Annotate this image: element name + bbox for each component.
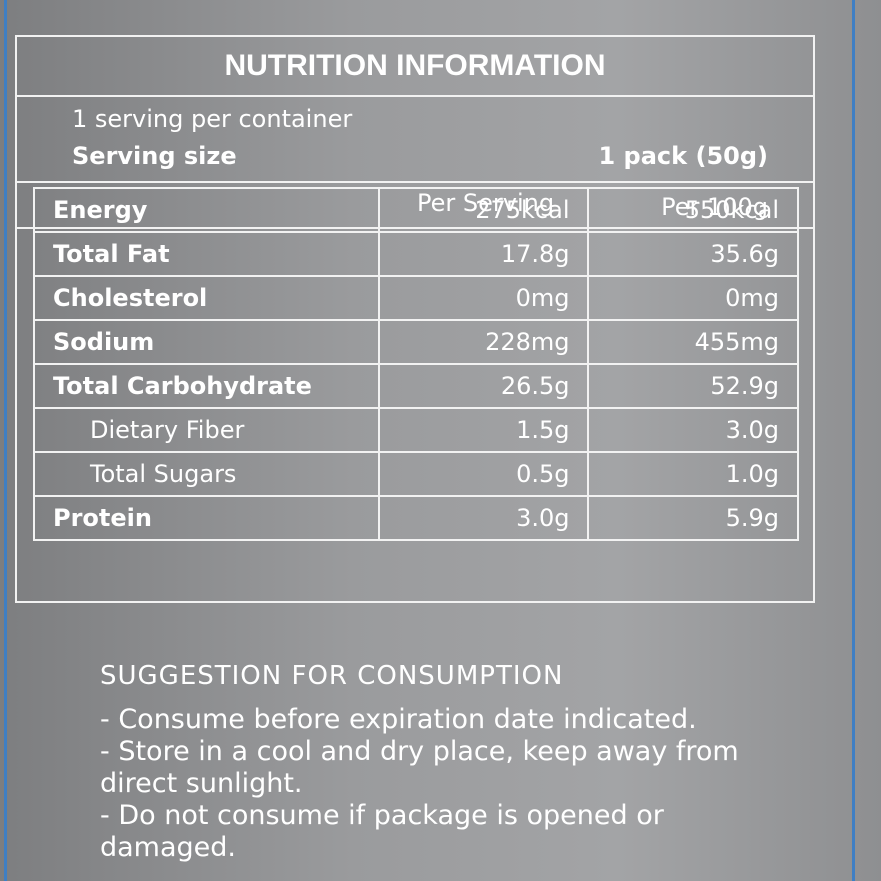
nutrient-value: 5.9g — [587, 495, 799, 541]
nutrient-row: Total Carbohydrate 26.5g 52.9g — [33, 363, 799, 409]
nutrient-name: Total Sugars — [33, 451, 380, 497]
serving-info: 1 serving per container Serving size 1 p… — [17, 97, 813, 183]
nutrient-row: Energy 275kcal 550kcal — [33, 187, 799, 233]
package-edge — [852, 0, 855, 881]
nutrient-value: 17.8g — [377, 231, 590, 277]
nutrient-value: 0mg — [377, 275, 590, 321]
servings-per-container: 1 serving per container — [72, 105, 353, 133]
serving-size-value: 1 pack (50g) — [598, 142, 769, 170]
nutrient-row: Total Sugars 0.5g 1.0g — [33, 451, 799, 497]
nutrient-row: Protein 3.0g 5.9g — [33, 495, 799, 541]
nutrient-value: 275kcal — [377, 187, 590, 233]
suggestion-line: - Store in a cool and dry place, keep aw… — [100, 736, 739, 799]
nutrient-row: Cholesterol 0mg 0mg — [33, 275, 799, 321]
suggestion-line: - Consume before expiration date indicat… — [100, 704, 697, 735]
nutrient-value: 35.6g — [587, 231, 799, 277]
suggestion-title: SUGGESTION FOR CONSUMPTION — [100, 661, 564, 691]
nutrient-row: Sodium 228mg 455mg — [33, 319, 799, 365]
nutrient-value: 455mg — [587, 319, 799, 365]
nutrient-value: 1.0g — [587, 451, 799, 497]
nutrient-row: Dietary Fiber 1.5g 3.0g — [33, 407, 799, 453]
suggestion-lines: - Consume before expiration date indicat… — [100, 704, 780, 864]
suggestion-line: - Do not consume if package is opened or… — [100, 800, 664, 863]
nutrient-value: 0.5g — [377, 451, 590, 497]
nutrient-name: Total Fat — [33, 231, 380, 277]
label-title: NUTRITION INFORMATION — [17, 37, 813, 97]
nutrient-name: Cholesterol — [33, 275, 380, 321]
nutrient-name: Dietary Fiber — [33, 407, 380, 453]
nutrient-row: Total Fat 17.8g 35.6g — [33, 231, 799, 277]
nutrition-table: Energy 275kcal 550kcal Total Fat 17.8g 35.6g C… — [33, 187, 799, 541]
nutrient-value: 3.0g — [587, 407, 799, 453]
nutrient-name: Sodium — [33, 319, 380, 365]
package-edge — [4, 0, 7, 881]
serving-size-label: Serving size — [72, 142, 237, 170]
nutrient-value: 550kcal — [587, 187, 799, 233]
nutrient-value: 3.0g — [377, 495, 590, 541]
nutrient-name: Protein — [33, 495, 380, 541]
nutrient-value: 26.5g — [377, 363, 590, 409]
nutrient-value: 52.9g — [587, 363, 799, 409]
nutrient-value: 1.5g — [377, 407, 590, 453]
nutrient-name: Energy — [33, 187, 380, 233]
suggestion: SUGGESTION FOR CONSUMPTION - Consume bef… — [100, 660, 780, 864]
nutrient-value: 228mg — [377, 319, 590, 365]
nutrient-value: 0mg — [587, 275, 799, 321]
nutrient-name: Total Carbohydrate — [33, 363, 380, 409]
